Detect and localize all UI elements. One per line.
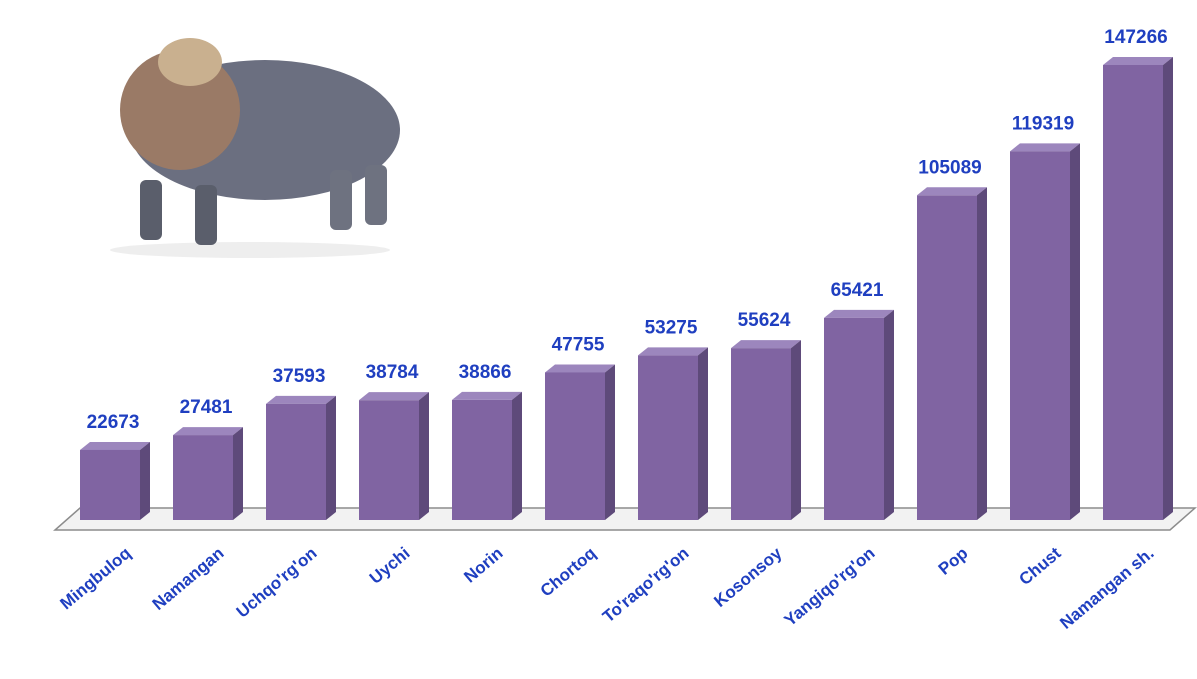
bar-group — [173, 427, 243, 520]
value-label: 47755 — [552, 334, 605, 355]
bar-side — [791, 340, 801, 520]
category-label: Uchqo'rg'on — [233, 544, 321, 622]
value-label: 55624 — [738, 310, 791, 331]
bar-side — [605, 364, 615, 520]
bar-top — [638, 347, 708, 355]
bar — [80, 450, 140, 520]
bar-group — [359, 392, 429, 520]
bar-top — [1103, 57, 1173, 65]
value-label: 147266 — [1104, 27, 1167, 48]
bar-group — [917, 187, 987, 520]
bar-group — [545, 364, 615, 520]
value-label: 65421 — [831, 280, 884, 301]
bar-group — [80, 442, 150, 520]
bar — [266, 404, 326, 520]
bar — [359, 400, 419, 520]
bar-top — [545, 364, 615, 372]
bar-top — [731, 340, 801, 348]
bar-side — [977, 187, 987, 520]
bar — [1103, 65, 1163, 520]
bar-group — [266, 396, 336, 520]
bar-top — [80, 442, 150, 450]
bar-side — [233, 427, 243, 520]
category-label: Chortoq — [537, 544, 600, 601]
category-label: Yangiqo'rg'on — [781, 544, 879, 631]
value-label: 37593 — [273, 366, 326, 387]
page: 22673 Mingbuloq 27481 Namangan 37593 Uchqo'rg… — [0, 0, 1197, 679]
bar-group — [1010, 143, 1080, 520]
bar-top — [359, 392, 429, 400]
bar-side — [140, 442, 150, 520]
bar — [173, 435, 233, 520]
category-label: Mingbuloq — [57, 544, 135, 614]
bar — [545, 372, 605, 520]
bar — [731, 348, 791, 520]
bar — [452, 400, 512, 520]
bar-group — [452, 392, 522, 520]
category-label: Norin — [460, 544, 506, 587]
value-label: 38866 — [459, 362, 512, 383]
bar-top — [917, 187, 987, 195]
bar-group — [824, 310, 894, 520]
bar-top — [824, 310, 894, 318]
category-label: Namangan sh. — [1056, 544, 1157, 633]
category-label: Namangan — [149, 544, 228, 614]
bar — [824, 318, 884, 520]
value-label: 27481 — [180, 397, 233, 418]
category-label: Chust — [1015, 543, 1064, 589]
chart: 22673 Mingbuloq 27481 Namangan 37593 Uchqo'rg… — [0, 0, 1197, 679]
category-label: Kosonsoy — [710, 543, 786, 611]
bar-side — [884, 310, 894, 520]
bar-side — [698, 347, 708, 520]
bar-side — [419, 392, 429, 520]
bar-side — [512, 392, 522, 520]
bar-top — [452, 392, 522, 400]
bar-side — [326, 396, 336, 520]
bar — [1010, 151, 1070, 520]
bar-group — [731, 340, 801, 520]
category-label: To'raqo'rg'on — [599, 544, 693, 627]
bar-side — [1163, 57, 1173, 520]
bar-top — [173, 427, 243, 435]
bar — [917, 195, 977, 520]
value-label: 119319 — [1012, 113, 1074, 134]
bar-top — [266, 396, 336, 404]
value-label: 53275 — [645, 317, 698, 338]
category-label: Uychi — [366, 544, 414, 588]
bar-group — [638, 347, 708, 520]
value-label: 38784 — [366, 362, 419, 383]
bar-group — [1103, 57, 1173, 520]
value-label: 105089 — [918, 157, 981, 178]
bar-side — [1070, 143, 1080, 520]
bar-top — [1010, 143, 1080, 151]
bar — [638, 355, 698, 520]
value-label: 22673 — [87, 412, 140, 433]
category-label: Pop — [935, 544, 972, 579]
sheep-illustration — [110, 38, 400, 258]
